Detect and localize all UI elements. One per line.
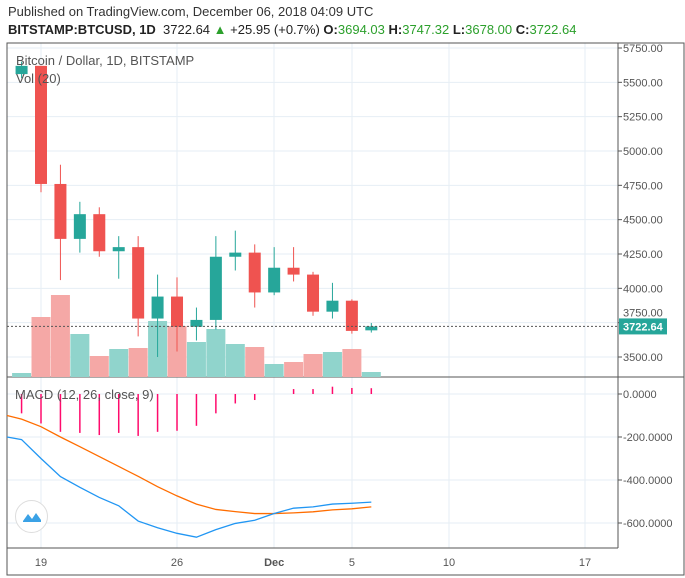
volume-bar [167,326,187,377]
volume-bar [322,352,342,377]
close-label: C: [515,22,530,37]
symbol-line: BITSTAMP:BTCUSD, 1D 3722.64 ▲ +25.95 (+0… [8,22,576,37]
high-value: 3747.32 [402,22,450,37]
price-tick-label: 4000.00 [623,283,663,295]
time-tick-label: Dec [264,557,284,569]
volume-bar [303,354,323,377]
chart-frame [6,42,685,576]
macd-tick-label: -600.0000 [623,518,673,530]
open-label: O: [323,22,338,37]
candle-body [229,252,242,257]
price-tick-label: 3500.00 [623,352,663,364]
volume-bar [225,344,245,377]
macd-tick-label: 0.0000 [623,389,657,401]
open-value: 3694.03 [337,22,385,37]
volume-bar [264,364,284,377]
candle-body [35,65,47,184]
low-label: L: [452,22,466,37]
candle-body [15,65,28,75]
candle-body [171,296,184,327]
candle-body [268,267,281,293]
volume-bar [31,317,51,377]
volume-bar [186,342,206,377]
candle-body [287,267,300,275]
price-tick-label: 4750.00 [623,180,663,192]
volume-bar [128,348,148,377]
candle-body [54,183,67,239]
volume-bar [284,362,304,377]
high-label: H: [388,22,403,37]
time-tick-label: 17 [579,557,591,569]
candle-body [112,247,125,252]
price-tick-label: 5000.00 [623,146,663,158]
price-tick-label: 5500.00 [623,77,663,89]
price-tick-label: 4500.00 [623,215,663,227]
change: +25.95 (+0.7%) [230,22,320,37]
macd-tick-label: -200.0000 [623,432,673,444]
price-tick-label: 4250.00 [623,249,663,261]
last-price: 3722.64 [163,22,211,37]
volume-bar [89,356,109,377]
volume-bar [109,349,129,377]
low-value: 3678.00 [465,22,513,37]
volume-bar [361,372,381,377]
legend-title: Bitcoin / Dollar, 1D, BITSTAMP [16,53,195,68]
time-tick-label: 5 [349,557,355,569]
time-tick-label: 26 [171,557,183,569]
volume-bar [206,329,226,377]
tradingview-logo-icon[interactable] [15,500,48,533]
close-value: 3722.64 [529,22,577,37]
symbol: BITSTAMP:BTCUSD, 1D [8,22,156,37]
legend-macd: MACD (12, 26, close, 9) [15,387,154,402]
published-line: Published on TradingView.com, December 0… [8,4,374,19]
current-price-badge [619,318,667,335]
volume-bar [70,334,90,377]
volume-bar [50,295,70,377]
candle-body [248,252,261,293]
price-tick-label: 5250.00 [623,112,663,124]
price-tick-label: 5750.00 [623,43,663,55]
macd-line [6,436,372,538]
candle-body [326,300,339,312]
candle-body [209,256,222,320]
candle-body [93,214,106,252]
price-tick-label: 3750.00 [623,307,663,319]
time-tick-label: 10 [443,557,455,569]
macd-tick-label: -400.0000 [623,475,673,487]
candle-body [73,214,86,239]
time-tick-label: 19 [35,557,47,569]
candle-body [365,326,378,331]
volume-bar [342,349,362,377]
current-price-label: 3722.64 [623,321,664,333]
candle-body [190,319,203,327]
signal-line [6,414,372,515]
up-arrow-icon: ▲ [213,22,227,37]
volume-bar [245,347,265,377]
candle-body [151,296,164,319]
candle-body [307,274,320,312]
candle-body [345,300,358,331]
legend-volume: Vol (20) [16,71,61,86]
volume-bar [12,373,32,377]
candle-body [132,247,145,319]
